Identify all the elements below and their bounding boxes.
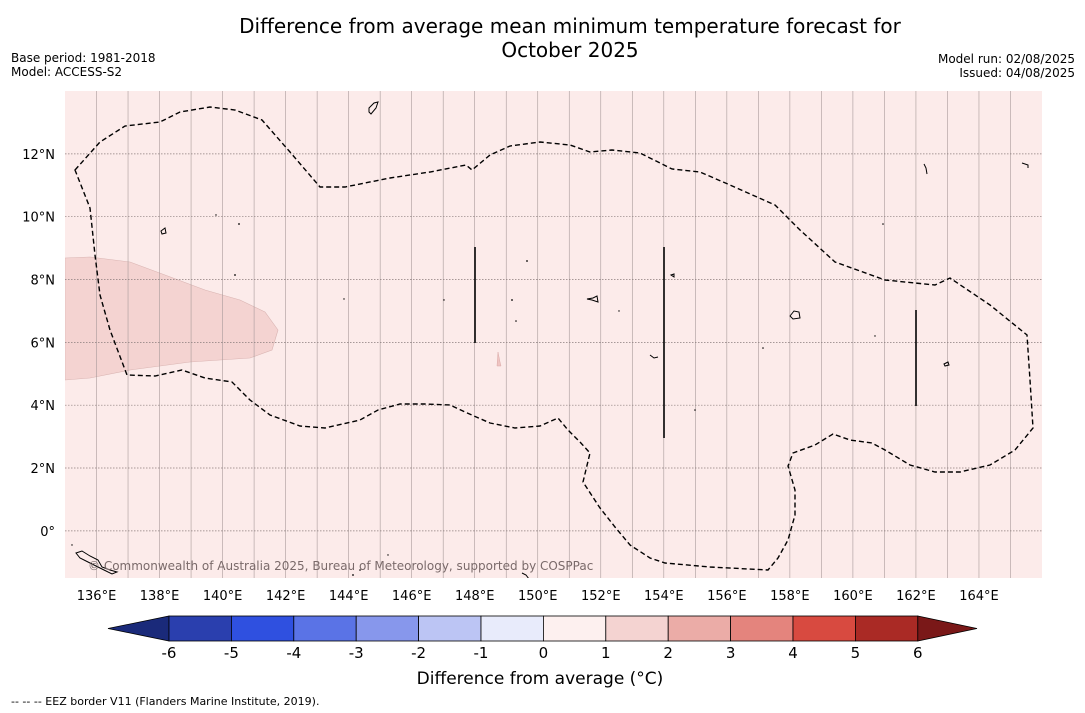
colorbar-label: Difference from average (°C) [416,669,664,689]
longitude-label: 142°E [266,589,306,604]
latitude-label: 0° [40,525,55,540]
colorbar-segment [168,615,232,642]
latitude-labels: 12°N 10°N 8°N 6°N 4°N 2°N 0° [22,148,55,540]
colorbar-segment [230,615,295,642]
colorbar-arrow-high [917,615,978,642]
eez-border [74,106,1034,571]
colorbar-tick-label: -6 [162,644,177,662]
base-period: Base period: 1981-2018 [11,51,156,65]
anomaly-patch [65,256,279,381]
colorbar-segment [418,615,482,642]
eez-footnote: -- -- -- EEZ border V11 (Flanders Marine… [11,695,320,708]
colorbar-tick-label: -2 [411,644,426,662]
boundary-segments [474,247,917,438]
longitude-label: 156°E [707,589,747,604]
longitude-label: 162°E [896,589,936,604]
meta-right: Model run: 02/08/2025 Issued: 04/08/2025 [938,52,1075,80]
colorbar-segment [730,615,794,642]
latitude-label: 6°N [31,336,56,351]
colorbar-arrow-low [107,615,170,642]
longitude-label: 140°E [203,589,243,604]
title-line-2: October 2025 [501,38,639,62]
colorbar-tick-label: 2 [663,644,673,662]
colorbar-segment [667,615,732,642]
map-title: Difference from average mean minimum tem… [140,14,1000,62]
colorbar-tick-label: -4 [286,644,301,662]
latitude-label: 4°N [31,399,56,414]
colorbar-tick-label: -3 [349,644,364,662]
colorbar-segment [293,615,357,642]
model-run: Model run: 02/08/2025 [937,52,1075,66]
longitude-labels: 136°E 138°E 140°E 142°E 144°E 146°E 148°E 150°E… [77,589,999,604]
longitude-label: 148°E [455,589,495,604]
colorbar-tick-label: 0 [539,644,549,662]
colorbar-tick-label: 1 [601,644,611,662]
latitude-label: 2°N [31,462,56,477]
colorbar-segment [480,615,544,642]
longitude-label: 160°E [833,589,873,604]
longitude-label: 136°E [77,589,117,604]
colorbar-segment [605,615,669,642]
colorbar-segment [543,615,607,642]
longitude-label: 146°E [392,589,432,604]
colorbar [107,615,978,642]
latitude-label: 10°N [22,211,55,226]
colorbar-segment [355,615,420,642]
colorbar-tick-label: 6 [913,644,923,662]
longitude-label: 164°E [959,589,999,604]
title-line-1: Difference from average mean minimum tem… [239,14,901,38]
issued-date: Issued: 04/08/2025 [959,66,1075,80]
model-name: Model: ACCESS-S2 [11,65,123,79]
colorbar-tick-label: -1 [474,644,489,662]
colorbar-tick-label: -5 [224,644,239,662]
island-dots [71,214,884,576]
latitude-label: 8°N [31,274,56,289]
colorbar-ticks: -6 -5 -4 -3 -2 -1 0 1 2 3 4 5 6 [162,644,923,662]
longitude-label: 150°E [518,589,558,604]
longitude-label: 158°E [770,589,810,604]
small-patch [496,351,502,367]
latitude-label: 12°N [22,148,55,163]
colorbar-segment [792,615,856,642]
longitude-label: 144°E [329,589,369,604]
longitude-label: 154°E [644,589,684,604]
longitude-label: 152°E [581,589,621,604]
colorbar-tick-label: 5 [851,644,861,662]
longitude-label: 138°E [140,589,180,604]
copyright-text: © Commonwealth of Australia 2025, Bureau… [88,559,593,573]
colorbar-tick-label: 4 [788,644,798,662]
meta-left: Base period: 1981-2018 Model: ACCESS-S2 [11,51,156,79]
island-outlines [75,101,1029,578]
colorbar-segment [855,615,919,642]
colorbar-tick-label: 3 [726,644,736,662]
